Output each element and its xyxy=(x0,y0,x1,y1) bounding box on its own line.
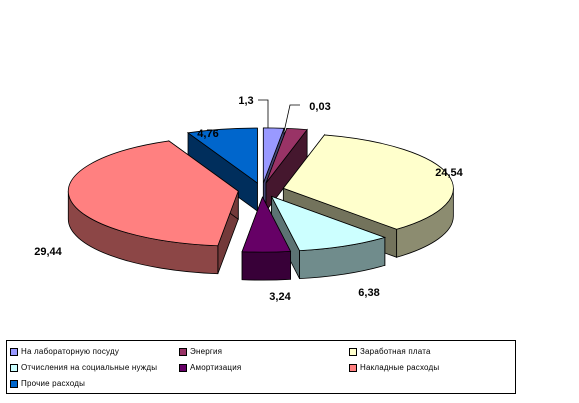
legend-item-depreciation: Амортизация xyxy=(179,363,241,372)
slice-outer-wall xyxy=(241,250,291,281)
slice-top-face xyxy=(262,127,285,184)
legend-item-salary: Заработная плата xyxy=(349,347,431,356)
legend-swatch xyxy=(10,347,18,356)
slice-top-face xyxy=(241,196,292,253)
pie-slice xyxy=(265,127,308,213)
legend-item-glassware: На лабораторную посуду xyxy=(10,347,119,356)
legend-swatch xyxy=(10,363,18,372)
slice-top-face xyxy=(67,140,239,247)
slice-top-face xyxy=(265,127,308,184)
legend-swatch xyxy=(179,347,187,356)
legend-swatch xyxy=(179,363,187,372)
legend-label: Заработная плата xyxy=(360,347,431,356)
data-label: 1,3 xyxy=(238,95,253,107)
legend-item-other: Прочие расходы xyxy=(10,379,85,388)
legend-swatch xyxy=(10,379,18,388)
legend-label: Прочие расходы xyxy=(21,379,86,388)
legend-swatch xyxy=(349,363,357,372)
legend-label: На лабораторную посуду xyxy=(21,347,120,356)
data-label: 29,44 xyxy=(34,246,62,258)
data-labels: 1,3 0,03 24,54 6,38 3,24 29,44 4,76 xyxy=(34,95,463,303)
slice-top-face xyxy=(186,127,258,184)
legend-label: Накладные расходы xyxy=(360,363,440,372)
legend-item-overhead: Накладные расходы xyxy=(349,363,439,372)
legend-label: Энергия xyxy=(190,347,223,356)
legend-label: Отчисления на социальные нужды xyxy=(21,363,158,372)
slice-top-face xyxy=(282,134,454,230)
chart-legend: На лабораторную посуду Энергия Заработна… xyxy=(6,340,516,394)
data-label: 4,76 xyxy=(197,128,218,140)
data-label: 24,54 xyxy=(435,167,463,179)
pie-slice xyxy=(67,140,239,275)
legend-label: Амортизация xyxy=(190,363,242,372)
data-label: 6,38 xyxy=(358,287,379,299)
data-label: 0,03 xyxy=(309,101,330,113)
legend-swatch xyxy=(349,347,357,356)
legend-item-social-contributions: Отчисления на социальные нужды xyxy=(10,363,157,372)
legend-item-energy: Энергия xyxy=(179,347,222,356)
pie-slices xyxy=(67,127,454,281)
data-label: 3,24 xyxy=(269,291,291,303)
slice-top-face xyxy=(270,195,387,252)
pie-slice xyxy=(241,196,292,281)
